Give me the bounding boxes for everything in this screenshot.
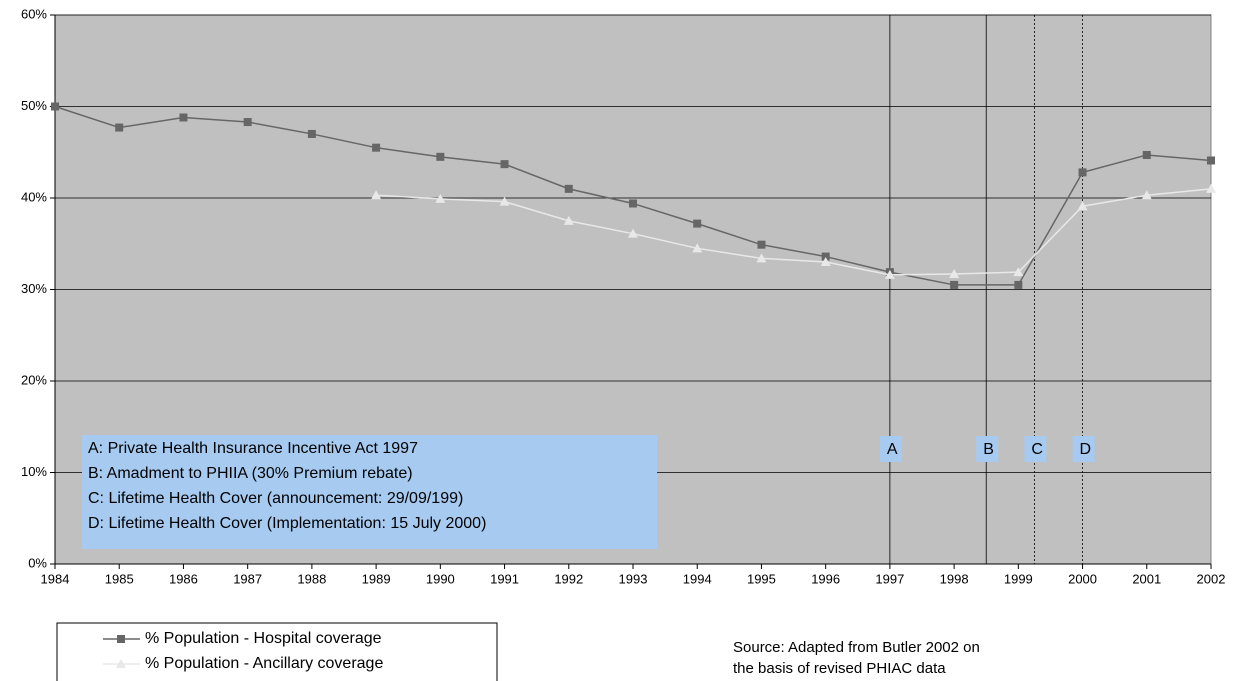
data-point <box>756 253 767 263</box>
x-tick-label: 1998 <box>940 571 969 586</box>
data-point <box>563 215 574 225</box>
x-tick-label: 1993 <box>619 571 648 586</box>
y-tick-label: 0% <box>28 555 47 570</box>
data-point <box>820 257 831 267</box>
note-text: A: Private Health Insurance Incentive Ac… <box>88 440 418 457</box>
event-label: A <box>887 441 898 458</box>
y-tick-label: 20% <box>21 372 47 387</box>
data-point <box>1014 280 1023 289</box>
data-point <box>500 160 509 169</box>
x-tick-label: 1989 <box>362 571 391 586</box>
data-point <box>1207 156 1215 165</box>
source-text: the basis of revised PHIAC data <box>733 660 946 677</box>
data-point <box>757 240 766 249</box>
x-tick-label: 1984 <box>41 571 70 586</box>
x-tick-label: 1997 <box>875 571 904 586</box>
legend-marker <box>116 659 126 668</box>
event-label-box <box>1072 436 1095 462</box>
data-point <box>693 219 702 228</box>
data-point <box>371 190 382 200</box>
x-tick-label: 1995 <box>747 571 776 586</box>
legend-label: % Population - Hospital coverage <box>145 630 382 647</box>
data-point <box>1077 201 1088 211</box>
data-point <box>372 143 381 152</box>
data-point <box>1141 190 1152 200</box>
x-tick-label: 1994 <box>683 571 712 586</box>
x-tick-label: 1992 <box>554 571 583 586</box>
y-tick-label: 50% <box>21 98 47 113</box>
x-tick-label: 2001 <box>1132 571 1161 586</box>
event-label-box <box>879 436 902 462</box>
data-point <box>564 184 573 193</box>
event-label-box <box>976 436 999 462</box>
note-text: C: Lifetime Health Cover (announcement: … <box>88 490 463 507</box>
notes-box <box>82 435 657 549</box>
data-point <box>1206 183 1216 193</box>
y-tick-label: 40% <box>21 189 47 204</box>
data-point <box>51 102 59 111</box>
data-point <box>179 113 188 122</box>
data-point <box>692 243 703 253</box>
legend-box <box>56 622 498 681</box>
note-text: B: Amadment to PHIIA (30% Premium rebate… <box>88 465 413 482</box>
event-label: C <box>1031 441 1043 458</box>
x-tick-label: 1987 <box>233 571 262 586</box>
series-line <box>376 188 1212 276</box>
data-point <box>1142 150 1151 159</box>
data-point <box>884 269 895 279</box>
x-tick-label: 1988 <box>297 571 326 586</box>
y-tick-label: 10% <box>21 464 47 479</box>
legend-marker <box>117 635 125 643</box>
data-point <box>1013 267 1024 277</box>
data-point <box>307 129 316 138</box>
legend-label: % Population - Ancillary coverage <box>145 655 383 672</box>
data-point <box>1078 168 1087 177</box>
x-tick-label: 1991 <box>490 571 519 586</box>
data-point <box>949 268 960 278</box>
data-point <box>115 123 124 132</box>
x-tick-label: 1996 <box>811 571 840 586</box>
event-label-box <box>1024 436 1047 462</box>
x-tick-label: 1990 <box>426 571 455 586</box>
y-tick-label: 30% <box>21 281 47 296</box>
data-point <box>821 252 830 261</box>
x-tick-label: 1999 <box>1004 571 1033 586</box>
data-point <box>499 196 510 206</box>
data-point <box>628 228 638 238</box>
y-tick-label: 60% <box>21 6 47 21</box>
x-tick-label: 2000 <box>1068 571 1097 586</box>
data-point <box>436 152 445 161</box>
data-point <box>950 280 959 289</box>
x-tick-label: 1986 <box>169 571 198 586</box>
data-point <box>435 193 446 203</box>
event-label: B <box>983 441 994 458</box>
x-tick-label: 1985 <box>105 571 134 586</box>
note-text: D: Lifetime Health Cover (Implementation… <box>88 515 486 532</box>
data-point <box>629 199 637 208</box>
event-label: D <box>1080 441 1092 458</box>
x-tick-label: 2002 <box>1197 571 1226 586</box>
source-text: Source: Adapted from Butler 2002 on <box>733 639 980 656</box>
data-point <box>243 118 252 127</box>
